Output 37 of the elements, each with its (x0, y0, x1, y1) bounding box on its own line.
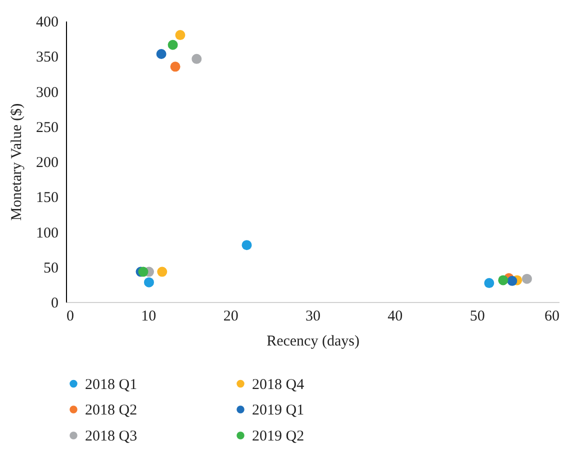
y-tick-label: 250 (36, 120, 58, 136)
y-tick-label: 200 (36, 155, 58, 171)
y-tick-label: 50 (44, 260, 58, 276)
point (484, 278, 494, 288)
legend-label: 2018 Q1 (85, 376, 138, 393)
point (175, 30, 186, 40)
x-tick-label: 0 (66, 308, 74, 324)
x-tick-label: 60 (544, 308, 560, 324)
y-tick-label: 300 (36, 84, 58, 101)
legend-label: 2019 Q2 (252, 428, 304, 444)
x-tick-label: 10 (141, 308, 156, 324)
legend-label: 2018 Q4 (252, 376, 305, 393)
point (507, 276, 518, 286)
x-tick-label: 30 (306, 308, 320, 324)
point (522, 274, 532, 284)
point (168, 40, 178, 50)
legend-label: 2018 Q3 (85, 428, 138, 444)
y-tick-label: 350 (36, 50, 58, 66)
legend-label: 2018 Q2 (85, 402, 138, 418)
x-axis-title: Recency (days) (266, 334, 360, 350)
point (170, 62, 180, 72)
point (157, 266, 168, 277)
y-tick-label: 100 (36, 225, 58, 242)
point (242, 240, 252, 250)
x-tick-label: 40 (388, 308, 403, 324)
y-axis-title: Monetary Value ($) (9, 103, 25, 221)
x-tick-label: 20 (223, 308, 238, 324)
legend-label: 2019 Q1 (252, 402, 304, 418)
y-tick-label: 150 (36, 190, 58, 206)
point (156, 49, 166, 60)
y-tick-label: 0 (51, 296, 58, 312)
point (192, 54, 202, 64)
y-tick-label: 400 (36, 14, 58, 30)
x-tick-label: 50 (470, 308, 485, 324)
point (498, 275, 508, 286)
point (138, 266, 148, 277)
point (144, 277, 154, 288)
